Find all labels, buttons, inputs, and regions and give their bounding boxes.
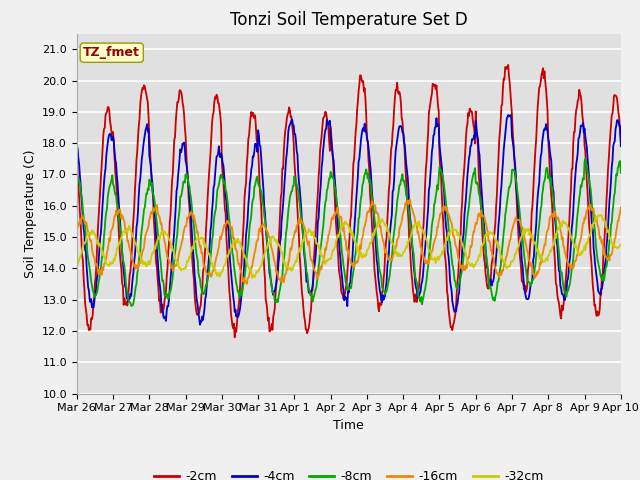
X-axis label: Time: Time: [333, 419, 364, 432]
Legend: -2cm, -4cm, -8cm, -16cm, -32cm: -2cm, -4cm, -8cm, -16cm, -32cm: [149, 465, 548, 480]
Text: TZ_fmet: TZ_fmet: [83, 46, 140, 59]
Title: Tonzi Soil Temperature Set D: Tonzi Soil Temperature Set D: [230, 11, 468, 29]
Y-axis label: Soil Temperature (C): Soil Temperature (C): [24, 149, 36, 278]
